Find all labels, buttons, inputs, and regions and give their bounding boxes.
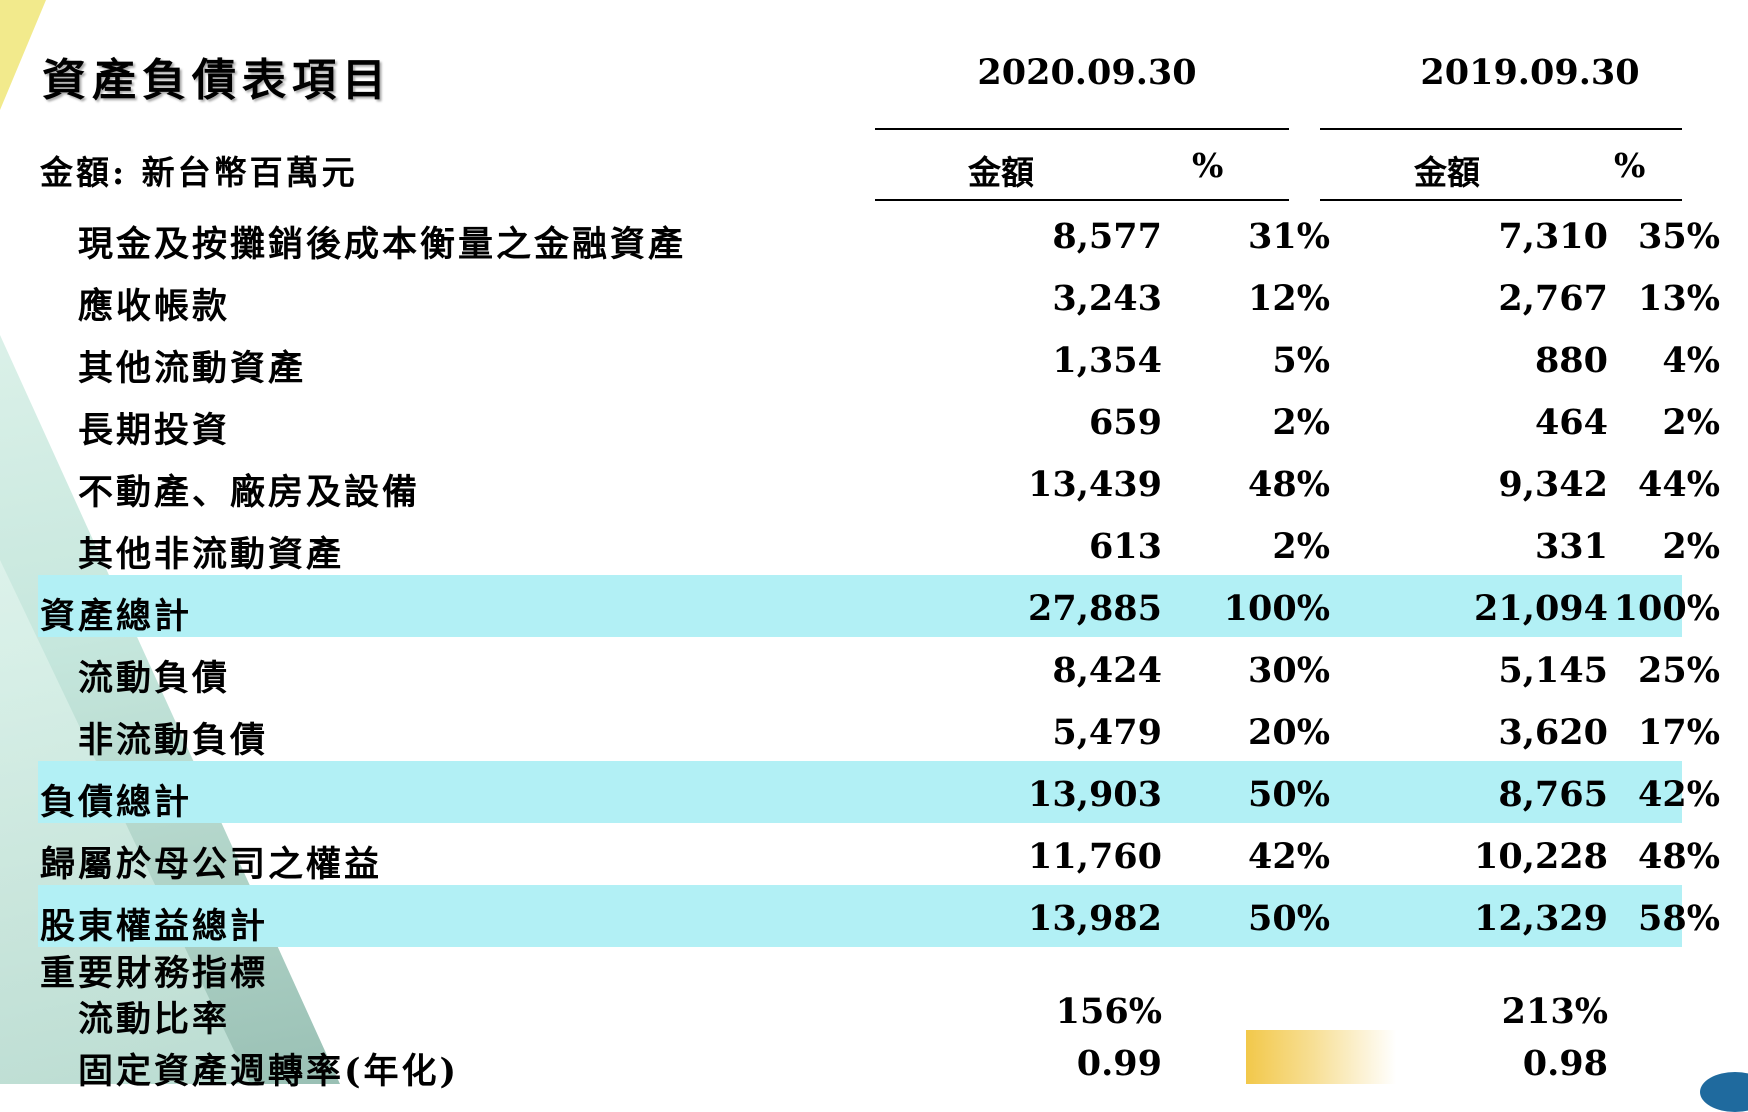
amount-header-2019: 金額 [1414, 153, 1480, 192]
percent-2019: 35% [1638, 216, 1720, 257]
table-row: 長期投資 659 2% 464 2% [38, 389, 1720, 451]
row-label: 其他流動資產 [78, 348, 307, 389]
indicator-row: 流動比率 156% 213% [38, 988, 1682, 1050]
percent-2019: 58% [1638, 898, 1720, 939]
amount-2019: 10,228 [1474, 836, 1608, 877]
amount-header-2020: 金額 [968, 153, 1034, 192]
row-label: 非流動負債 [78, 720, 269, 761]
amount-2020: 659 [1088, 402, 1162, 443]
table-row: 流動負債 8,424 30% 5,145 25% [38, 637, 1720, 699]
period-date-2020: 2020.09.30 [977, 52, 1197, 93]
percent-2019: 100% [1613, 588, 1720, 629]
row-label: 長期投資 [78, 410, 231, 451]
row-label: 其他非流動資產 [78, 534, 345, 575]
amount-2020: 11,760 [1028, 836, 1162, 877]
page-title: 資產負債表項目 [42, 55, 392, 106]
amount-2020: 13,903 [1028, 774, 1162, 815]
amount-2020: 13,982 [1028, 898, 1162, 939]
percent-2019: 25% [1638, 650, 1720, 691]
table-row: 歸屬於母公司之權益 11,760 42% 10,228 48% [38, 823, 1720, 885]
indicator-label: 流動比率 [78, 999, 231, 1040]
percent-2020: 5% [1272, 340, 1330, 381]
table-row: 不動產、廠房及設備 13,439 48% 9,342 44% [38, 451, 1720, 513]
indicators-heading-row: 重要財務指標 [38, 940, 1682, 1002]
amount-2019: 7,310 [1498, 216, 1608, 257]
row-label: 歸屬於母公司之權益 [40, 844, 383, 885]
indicators-heading: 重要財務指標 [40, 953, 269, 994]
row-label: 應收帳款 [78, 286, 231, 327]
amount-2020: 5,479 [1052, 712, 1162, 753]
table-row: 非流動負債 5,479 20% 3,620 17% [38, 699, 1720, 761]
row-label: 股東權益總計 [40, 906, 269, 947]
amount-2020: 13,439 [1028, 464, 1162, 505]
indicator-value-2019: 0.98 [1522, 1043, 1608, 1084]
percent-2020: 42% [1248, 836, 1330, 877]
amount-2020: 613 [1088, 526, 1162, 567]
percent-2019: 2% [1662, 526, 1720, 567]
header-top-rule-2020 [875, 128, 1289, 130]
total-row: 股東權益總計 13,982 50% 12,329 58% [38, 885, 1720, 947]
percent-2020: 48% [1248, 464, 1330, 505]
amount-2019: 3,620 [1498, 712, 1608, 753]
percent-2020: 100% [1223, 588, 1330, 629]
percent-2020: 50% [1248, 898, 1330, 939]
percent-2019: 44% [1638, 464, 1720, 505]
percent-2020: 2% [1272, 402, 1330, 443]
amount-2020: 3,243 [1052, 278, 1162, 319]
amount-2019: 331 [1534, 526, 1608, 567]
percent-2020: 2% [1272, 526, 1330, 567]
amount-2020: 8,577 [1052, 216, 1162, 257]
corner-blob-decoration [1700, 1072, 1748, 1112]
amount-2019: 12,329 [1474, 898, 1608, 939]
percent-2019: 48% [1638, 836, 1720, 877]
percent-2020: 31% [1248, 216, 1330, 257]
percent-header-2020: % [1192, 146, 1224, 185]
amount-2020: 8,424 [1052, 650, 1162, 691]
percent-2019: 17% [1638, 712, 1720, 753]
corner-decoration [0, 0, 46, 110]
indicator-label: 固定資產週轉率(年化) [78, 1051, 460, 1092]
header-top-rule-2019 [1320, 128, 1682, 130]
percent-2020: 50% [1248, 774, 1330, 815]
indicator-value-2019: 213% [1501, 991, 1608, 1032]
total-row: 資產總計 27,885 100% 21,094 100% [38, 575, 1720, 637]
amount-2019: 21,094 [1474, 588, 1608, 629]
row-label: 負債總計 [40, 782, 193, 823]
header-bottom-rule-2019 [1320, 199, 1682, 201]
percent-2019: 42% [1638, 774, 1720, 815]
indicator-value-2020: 0.99 [1076, 1043, 1162, 1084]
amount-2019: 464 [1534, 402, 1608, 443]
indicator-value-2020: 156% [1055, 991, 1162, 1032]
amount-2019: 9,342 [1498, 464, 1608, 505]
percent-2020: 30% [1248, 650, 1330, 691]
amount-2019: 8,765 [1498, 774, 1608, 815]
row-label: 流動負債 [78, 658, 231, 699]
table-row: 現金及按攤銷後成本衡量之金融資產 8,577 31% 7,310 35% [38, 203, 1720, 265]
table-row: 其他非流動資產 613 2% 331 2% [38, 513, 1720, 575]
amount-2019: 880 [1534, 340, 1608, 381]
period-date-2019: 2019.09.30 [1420, 52, 1640, 93]
table-row: 應收帳款 3,243 12% 2,767 13% [38, 265, 1720, 327]
table-row: 其他流動資產 1,354 5% 880 4% [38, 327, 1720, 389]
percent-header-2019: % [1614, 146, 1646, 185]
total-row: 負債總計 13,903 50% 8,765 42% [38, 761, 1720, 823]
percent-2019: 13% [1638, 278, 1720, 319]
amount-2019: 5,145 [1498, 650, 1608, 691]
row-label: 資產總計 [40, 596, 193, 637]
amount-2020: 27,885 [1028, 588, 1162, 629]
row-label: 不動產、廠房及設備 [78, 472, 421, 513]
percent-2019: 2% [1662, 402, 1720, 443]
percent-2020: 20% [1248, 712, 1330, 753]
header-bottom-rule-2020 [875, 199, 1289, 201]
amount-2019: 2,767 [1498, 278, 1608, 319]
percent-2020: 12% [1248, 278, 1330, 319]
amount-2020: 1,354 [1052, 340, 1162, 381]
percent-2019: 4% [1662, 340, 1720, 381]
row-label: 現金及按攤銷後成本衡量之金融資產 [78, 224, 687, 265]
unit-label: 金額: 新台幣百萬元 [40, 153, 358, 192]
indicator-row: 固定資產週轉率(年化) 0.99 0.98 [38, 1040, 1682, 1102]
